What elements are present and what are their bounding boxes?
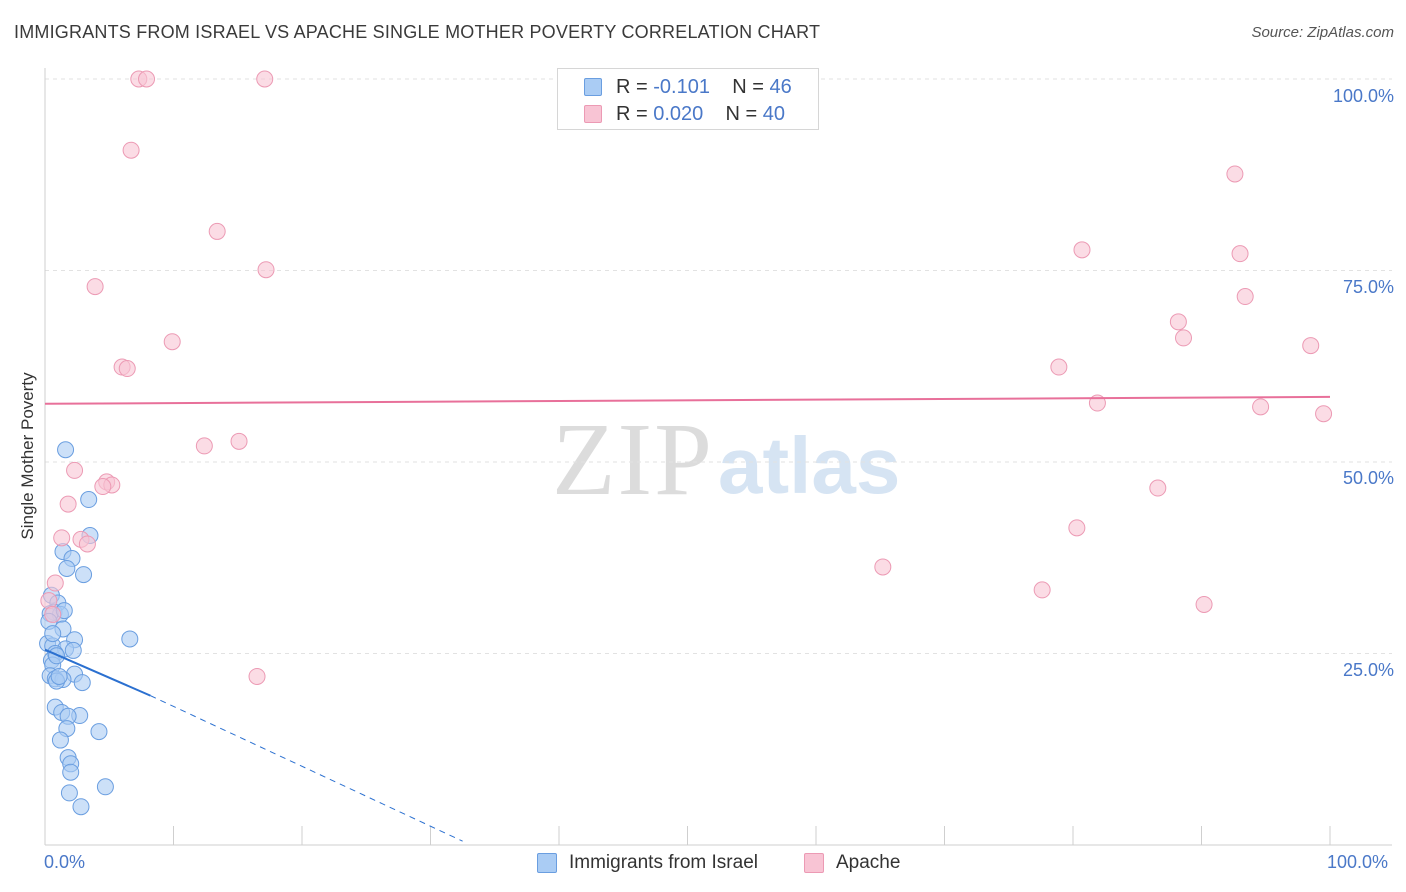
apache-point: [1231, 245, 1249, 263]
apache-point: [53, 529, 71, 547]
r-value: 0.020: [653, 103, 704, 125]
israel-point: [96, 778, 114, 796]
apache-point: [248, 667, 266, 685]
apache-point: [256, 70, 274, 88]
apache-point: [1073, 241, 1091, 259]
apache-legend-swatch: [804, 853, 824, 873]
apache-point: [138, 70, 156, 88]
apache-point: [1302, 337, 1320, 355]
r-label: R =: [616, 103, 654, 125]
apache-point: [1149, 479, 1167, 497]
x-tick-label-min: 0.0%: [44, 852, 86, 872]
apache-point: [44, 605, 62, 623]
n-value: 40: [762, 103, 786, 125]
n-label: N =: [725, 103, 763, 125]
apache-point: [1252, 398, 1270, 416]
israel-point: [64, 641, 82, 659]
israel-point: [50, 667, 68, 685]
y-tick-label: 25.0%: [1342, 660, 1394, 680]
israel-point: [73, 674, 91, 692]
israel-swatch: [584, 78, 602, 96]
apache-point: [1068, 519, 1086, 537]
apache-point: [230, 432, 248, 450]
israel-trend-extension: [150, 695, 463, 842]
apache-point: [1315, 405, 1333, 423]
apache-point: [257, 261, 275, 279]
israel-point: [90, 723, 108, 741]
israel-point: [58, 559, 76, 577]
israel-legend-swatch: [537, 853, 557, 873]
israel-point: [51, 731, 69, 749]
apache-point: [1195, 595, 1213, 613]
apache-point: [1033, 581, 1051, 599]
stats-box: R = -0.101 N = 46 R = 0.020 N = 40: [557, 68, 819, 130]
n-label: N =: [732, 76, 770, 98]
apache-point: [78, 535, 96, 553]
israel-point: [75, 566, 93, 584]
r-label: R =: [616, 76, 654, 98]
apache-trend-line: [44, 395, 1331, 405]
y-tick-label: 100.0%: [1332, 86, 1394, 106]
apache-point: [1175, 329, 1193, 347]
apache-point: [1050, 358, 1068, 376]
israel-point: [121, 630, 139, 648]
chart-title: IMMIGRANTS FROM ISRAEL VS APACHE SINGLE …: [14, 22, 821, 42]
r-value: -0.101: [653, 76, 710, 98]
israel-trend-line: [44, 648, 151, 697]
apache-point: [1236, 288, 1254, 306]
apache-point: [94, 478, 112, 496]
apache-point: [1169, 313, 1187, 331]
apache-point: [163, 333, 181, 351]
apache-point: [195, 437, 213, 455]
legend-label: Immigrants from Israel: [569, 852, 758, 873]
apache-point: [46, 574, 64, 592]
legend-label: Apache: [836, 852, 901, 873]
apache-point: [59, 495, 77, 513]
y-tick-label: 75.0%: [1342, 277, 1394, 297]
apache-point: [86, 278, 104, 296]
source-label: Source: ZipAtlas.com: [1251, 24, 1394, 41]
israel-point: [72, 798, 90, 816]
apache-point: [66, 461, 84, 479]
apache-point: [208, 222, 226, 240]
israel-point: [60, 784, 78, 802]
israel-point: [62, 763, 80, 781]
n-value: 46: [769, 76, 792, 98]
y-tick-label: 50.0%: [1342, 468, 1394, 488]
apache-point: [874, 558, 892, 576]
apache-point: [1226, 165, 1244, 183]
watermark-atlas: atlas: [718, 421, 901, 510]
apache-point: [118, 360, 136, 378]
watermark-zip: ZIP: [552, 402, 714, 517]
israel-point: [80, 491, 98, 509]
apache-point: [122, 141, 140, 159]
israel-point: [44, 625, 62, 643]
israel-point: [57, 441, 75, 459]
x-tick-label-max: 100.0%: [1327, 852, 1389, 872]
apache-swatch: [584, 105, 602, 123]
